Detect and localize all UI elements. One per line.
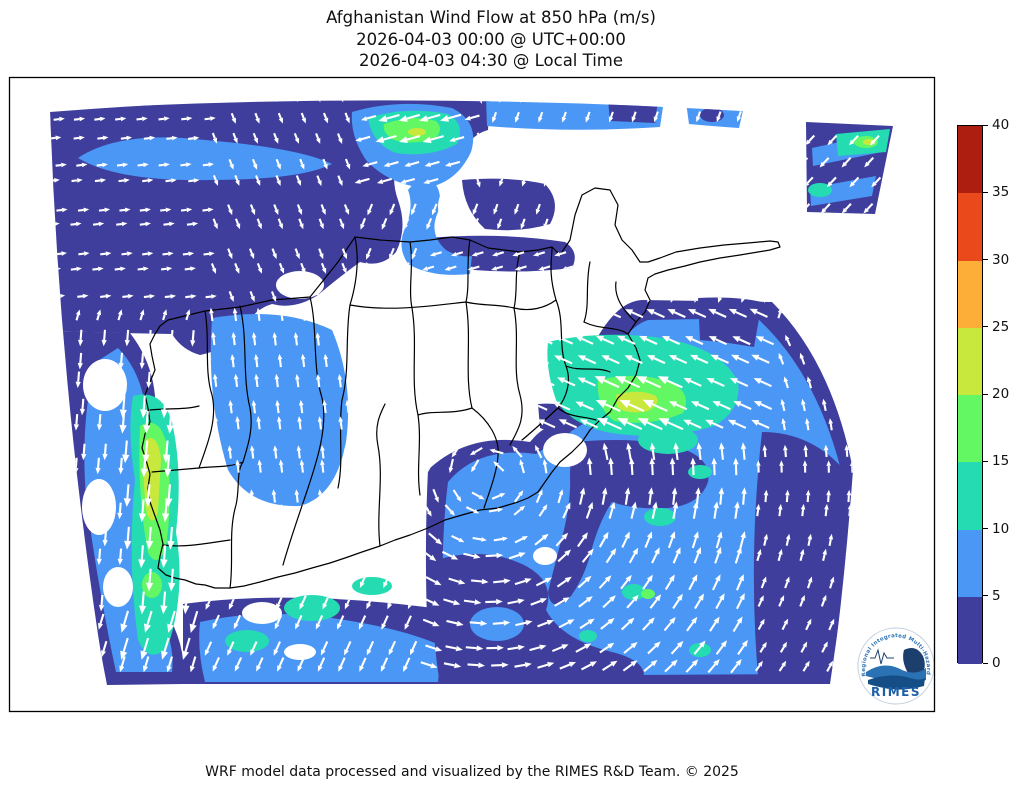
colorbar-segment-20-25 — [958, 327, 982, 395]
title-line-1: Afghanistan Wind Flow at 850 hPa (m/s) — [326, 8, 656, 27]
colorbar-tickmark — [983, 124, 988, 126]
colorbar — [957, 125, 983, 664]
colorbar-tick-label: 5 — [992, 587, 1001, 604]
colorbar-segment-35-40 — [958, 126, 982, 194]
colorbar-tickmark — [983, 326, 988, 328]
colorbar-tickmark — [983, 259, 988, 261]
colorbar-segment-15-20 — [958, 395, 982, 463]
colorbar-tickmark — [983, 191, 988, 193]
wind-speed-field — [50, 100, 893, 685]
colorbar-segment-0-5 — [958, 596, 982, 664]
colorbar-tickmark — [983, 662, 988, 664]
colorbar-segment-30-35 — [958, 193, 982, 261]
axes-frame — [8, 76, 936, 713]
province-boundaries — [141, 187, 781, 589]
map-domain — [50, 100, 893, 685]
rimes-logo: Regional Integrated Multi-Hazard Early W… — [857, 627, 935, 705]
title-line-2: 2026-04-03 00:00 @ UTC+00:00 — [356, 29, 626, 49]
colorbar-segment-10-15 — [958, 462, 982, 530]
colorbar-tick-label: 30 — [992, 251, 1010, 268]
colorbar-tickmark — [983, 460, 988, 462]
colorbar-tick-label: 40 — [992, 117, 1010, 133]
colorbar-tickmark — [983, 393, 988, 395]
logo-wordmark: RIMES — [871, 685, 921, 699]
title-block: Afghanistan Wind Flow at 850 hPa (m/s) 2… — [9, 7, 973, 72]
title-line-3: 2026-04-03 04:30 @ Local Time — [358, 51, 624, 70]
colorbar-tickmark — [983, 595, 988, 597]
colorbar-tick-label: 0 — [992, 655, 1001, 671]
colorbar-tick-label: 25 — [992, 318, 1010, 335]
colorbar-segment-5-10 — [958, 529, 982, 597]
colorbar-tick-label: 20 — [992, 386, 1010, 402]
footer-credit: WRF model data processed and visualized … — [205, 764, 739, 780]
colorbar-segment-25-30 — [958, 260, 982, 328]
colorbar-tickmark — [983, 528, 988, 530]
colorbar-tick-label: 10 — [992, 520, 1010, 537]
colorbar-tick-label: 15 — [992, 453, 1010, 470]
colorbar-tick-label: 35 — [992, 184, 1010, 201]
